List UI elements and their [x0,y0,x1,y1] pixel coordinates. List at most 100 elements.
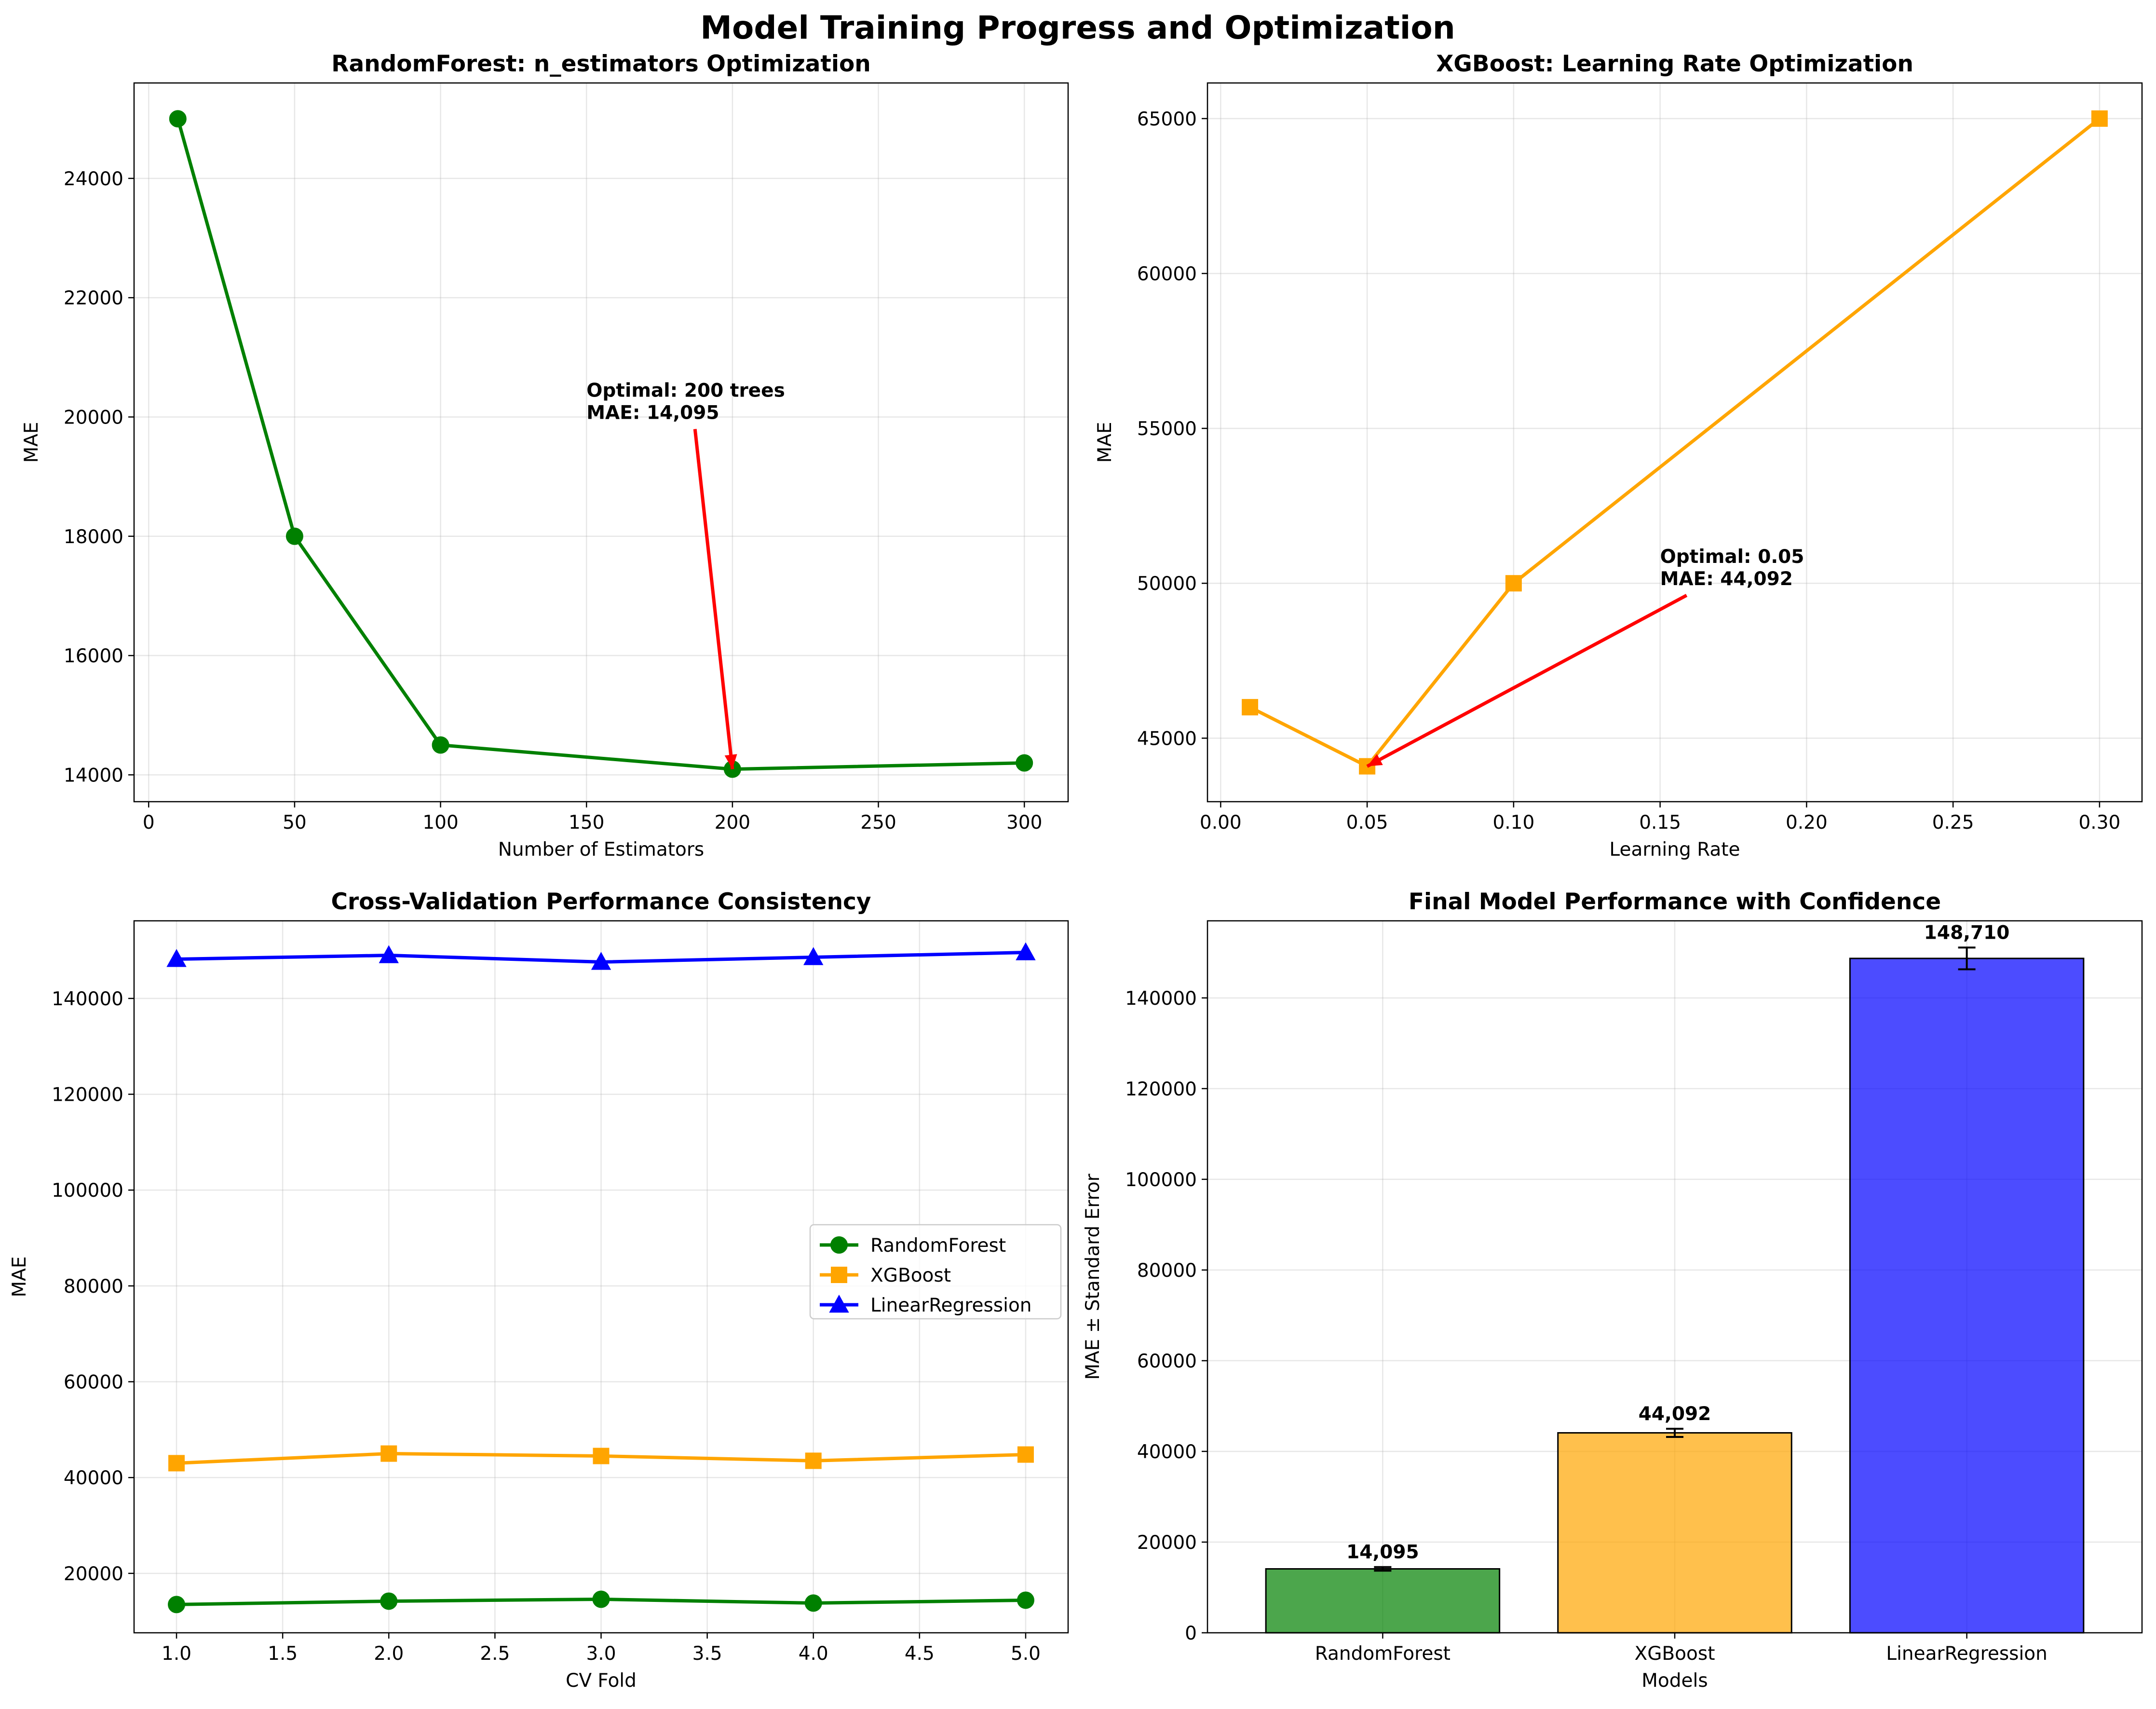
y-axis-label: MAE [21,422,42,463]
axes-frame [1207,920,2143,1634]
bar-xgboost [1557,1432,1792,1634]
bar-value-label: 14,095 [1346,1542,1419,1563]
x-axis-label: Number of Estimators [498,839,705,861]
y-tick-label: 22000 [64,287,123,309]
data-point [593,1448,610,1464]
data-point [169,110,187,128]
x-tick-label: 50 [283,812,307,834]
x-tick-label: 150 [569,812,604,834]
x-tick-label: 1.0 [162,1643,191,1665]
x-tick-label: 0.15 [1639,812,1681,834]
annotation-arrow-shaft [1366,594,1688,768]
y-tick-label: 20000 [64,1563,123,1585]
y-tick-label: 50000 [1137,573,1197,595]
data-point [805,1452,822,1469]
chart-area: 0 50 100 150 200 250 300 14000 16000 18000 20000 22… [9,51,2143,1692]
subplot-cv: 1.0 1.5 2.0 2.5 3.0 3.5 4.0 4.5 5.0 20000 40000 600… [9,889,1069,1692]
chart-title: Cross-Validation Performance Consistency [331,889,871,915]
y-tick-label: 16000 [64,645,123,667]
y-tick-label: 14000 [64,765,123,786]
x-tick-label: RandomForest [1315,1643,1451,1665]
subplot-rf: 0 50 100 150 200 250 300 14000 16000 18000 20000 22… [21,51,1069,861]
y-tick-label: 60000 [64,1372,123,1394]
y-tick-label: 65000 [1137,109,1197,130]
data-point [168,1455,185,1472]
subplot-xgb: 0.00 0.05 0.10 0.15 0.20 0.25 0.30 45000 50000 55… [1094,51,2143,861]
x-tick-label: 4.0 [799,1643,828,1665]
x-tick-label: 3.5 [692,1643,722,1665]
x-axis-label: Models [1641,1670,1708,1692]
annotation-line-2: MAE: 44,092 [1660,568,1793,590]
data-point [1242,699,1259,716]
bar-linearregression [1849,957,2085,1634]
data-point [592,1590,610,1608]
y-tick-label: 140000 [1125,988,1197,1010]
x-tick-label: 2.0 [374,1643,404,1665]
bar-value-label: 44,092 [1639,1403,1711,1425]
y-tick-label: 80000 [1137,1260,1197,1282]
annotation-line-1: Optimal: 0.05 [1660,546,1804,568]
x-tick-label: 0 [143,812,155,834]
chart-title: Final Model Performance with Confidence [1409,889,1941,915]
x-tick-label: 0.30 [2078,812,2120,834]
data-point [380,1592,398,1610]
data-point [285,527,303,545]
bar-value-label: 148,710 [1924,922,2010,943]
legend: RandomForest XGBoost LinearRegression [809,1224,1062,1320]
legend-label: RandomForest [870,1235,1006,1257]
x-tick-label: 4.5 [905,1643,935,1665]
plot-background [1207,83,2142,802]
axes-frame [133,82,1069,803]
x-tick-label: 0.05 [1346,812,1388,834]
y-tick-label: 120000 [52,1084,123,1106]
y-axis-label: MAE ± Standard Error [1082,1173,1104,1380]
x-tick-label: LinearRegression [1886,1643,2048,1665]
y-tick-label: 60000 [1137,1351,1197,1372]
data-point [803,947,824,965]
data-point [380,1445,397,1462]
y-tick-label: 40000 [64,1467,123,1489]
data-point [379,945,399,963]
annotation-line-2: MAE: 14,095 [586,402,719,424]
y-tick-label: 60000 [1137,263,1197,285]
data-point [2091,110,2108,127]
y-axis-label: MAE [1094,422,1116,463]
y-tick-label: 40000 [1137,1441,1197,1463]
y-tick-label: 80000 [64,1276,123,1298]
x-axis-label: Learning Rate [1609,839,1740,861]
data-point [591,952,611,970]
x-tick-label: 2.5 [480,1643,510,1665]
annotation-arrow-shaft [693,429,734,769]
x-tick-label: 1.5 [268,1643,298,1665]
y-tick-label: 24000 [64,168,123,190]
x-tick-label: 0.00 [1200,812,1242,834]
legend-marker [829,1294,849,1313]
y-tick-label: 20000 [1137,1532,1197,1554]
plot-background [134,83,1068,802]
data-point [804,1594,822,1612]
legend-marker [830,1236,848,1254]
data-point [166,949,187,967]
y-tick-label: 20000 [64,407,123,428]
data-point [1505,575,1522,592]
legend-marker [831,1267,847,1283]
annotation-line-1: Optimal: 200 trees [586,380,785,401]
y-tick-label: 120000 [1125,1079,1197,1100]
subplot-final: 14,095 RandomForest 44,092 XGBoost 148,710 Li… [1082,889,2143,1692]
data-point [168,1596,186,1613]
y-tick-label: 0 [1185,1623,1197,1644]
x-tick-label: 3.0 [586,1643,616,1665]
x-tick-label: 5.0 [1011,1643,1041,1665]
data-point [1016,754,1033,772]
chart-title: RandomForest: n_estimators Optimization [331,51,870,77]
data-point [432,736,449,754]
chart-title: XGBoost: Learning Rate Optimization [1436,51,1913,77]
x-tick-label: XGBoost [1634,1643,1715,1665]
y-tick-label: 100000 [52,1180,123,1202]
y-tick-label: 18000 [64,526,123,548]
y-tick-label: 100000 [1125,1169,1197,1191]
annotation-arrow-head [1367,754,1383,766]
figure-title: Model Training Progress and Optimization [700,9,1455,46]
axes-frame [133,920,1069,1634]
y-tick-label: 55000 [1137,418,1197,440]
